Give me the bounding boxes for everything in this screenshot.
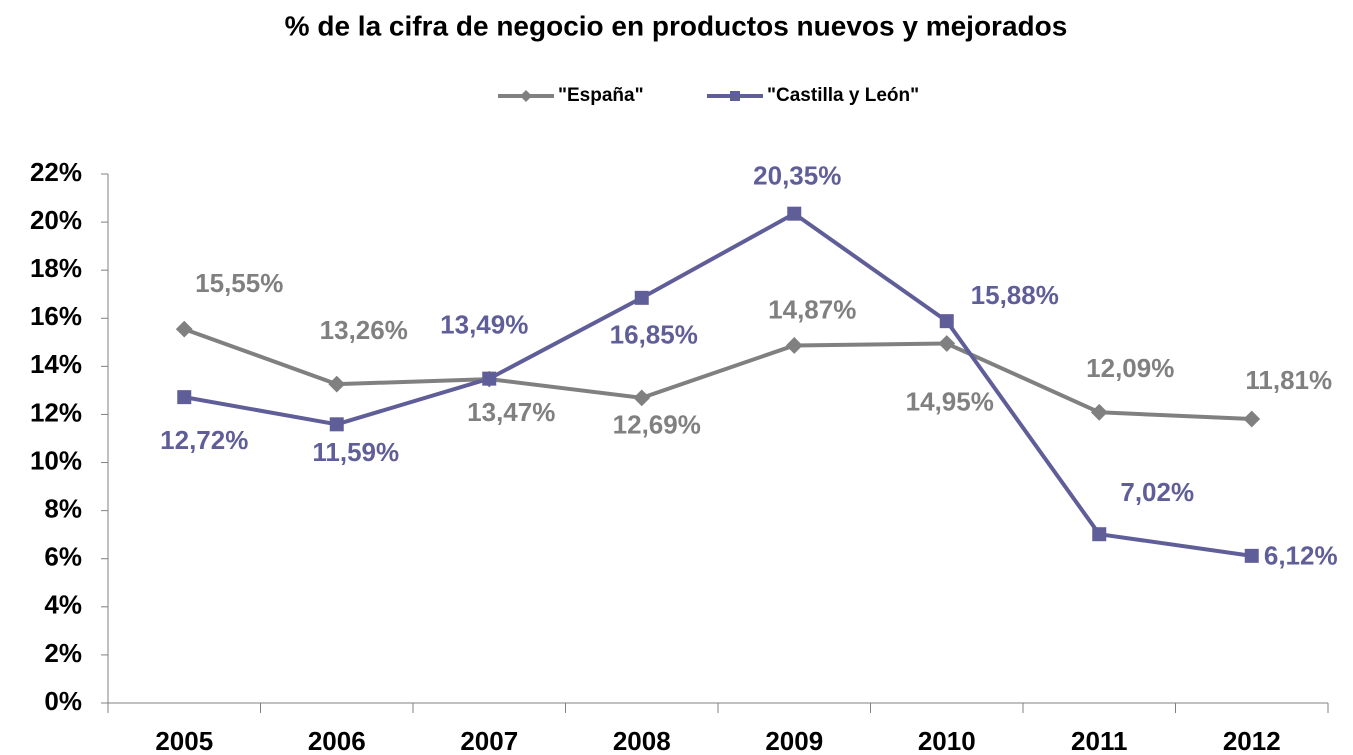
legend-label: "Castilla y León": [767, 85, 919, 106]
data-label: 11,81%: [1245, 365, 1332, 395]
data-label: 13,47%: [467, 397, 555, 427]
x-tick-label: 2012: [1223, 726, 1281, 755]
data-point: [1243, 410, 1261, 428]
x-tick-label: 2010: [918, 726, 976, 755]
data-point: [1090, 403, 1108, 421]
y-tick-label: 22%: [30, 157, 82, 187]
x-tick-label: 2005: [155, 726, 213, 755]
y-tick-label: 20%: [30, 205, 82, 235]
series-line: [183, 327, 1252, 422]
y-tick-label: 6%: [44, 542, 82, 572]
data-point: [634, 290, 649, 305]
data-point: [328, 375, 346, 393]
data-point: [938, 335, 956, 352]
y-tick-label: 14%: [30, 349, 82, 379]
data-label: 12,69%: [613, 410, 701, 440]
data-label: 16,85%: [610, 320, 698, 350]
data-point: [939, 314, 954, 329]
data-label: 11,59%: [312, 437, 399, 467]
legend-label: "España": [558, 85, 644, 106]
data-point: [1244, 548, 1259, 563]
data-label: 6,12%: [1264, 541, 1338, 571]
data-point: [177, 390, 192, 405]
y-tick-label: 12%: [30, 397, 82, 427]
y-tick-label: 2%: [44, 638, 82, 668]
chart-title: % de la cifra de negocio en productos nu…: [285, 10, 1068, 41]
data-label: 13,49%: [440, 310, 528, 340]
y-tick-label: 8%: [44, 494, 82, 524]
x-tick-label: 2011: [1071, 726, 1127, 755]
data-label: 15,88%: [971, 280, 1059, 310]
data-label: 13,26%: [320, 315, 408, 345]
data-label: 14,87%: [768, 294, 856, 324]
y-tick-label: 18%: [30, 253, 82, 283]
data-label: 20,35%: [753, 161, 841, 191]
data-point: [175, 320, 193, 338]
y-tick-label: 10%: [30, 445, 82, 475]
y-tick-label: 16%: [30, 301, 82, 331]
x-tick-label: 2006: [308, 726, 366, 755]
data-point: [482, 371, 497, 386]
legend-marker: [520, 90, 532, 102]
data-point: [633, 389, 651, 407]
x-tick-label: 2008: [613, 726, 671, 755]
data-label: 7,02%: [1120, 477, 1194, 507]
y-tick-label: 4%: [44, 590, 82, 620]
data-point: [329, 417, 344, 432]
data-label: 14,95%: [906, 386, 994, 416]
legend-marker: [730, 91, 740, 101]
data-label: 15,55%: [195, 268, 283, 298]
x-tick-label: 2009: [765, 726, 823, 755]
data-label: 12,09%: [1086, 353, 1174, 383]
x-tick-label: 2007: [460, 726, 518, 755]
y-tick-label: 0%: [44, 686, 82, 716]
data-point: [787, 206, 802, 221]
series-line: [183, 211, 1253, 558]
data-point: [1092, 527, 1107, 542]
data-point: [785, 337, 803, 354]
data-label: 12,72%: [160, 425, 248, 455]
